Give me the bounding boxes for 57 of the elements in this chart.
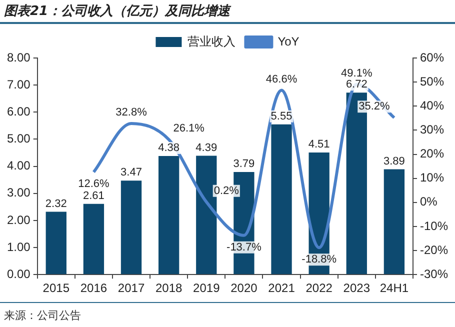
y2-tick-label: 10% xyxy=(420,170,444,185)
bar xyxy=(83,204,104,274)
y-tick-label: 0.00 xyxy=(6,266,31,281)
data-label: 2.61 xyxy=(82,190,104,202)
y-tick-label: 8.00 xyxy=(6,50,31,64)
x-tick-label: 2016 xyxy=(80,281,108,296)
legend-label: YoY xyxy=(278,34,300,48)
data-label: 35.2% xyxy=(358,100,390,113)
y2-tick-label: -30% xyxy=(420,266,448,281)
data-label: 4.38 xyxy=(158,142,180,154)
data-label: 4.39 xyxy=(196,142,218,154)
data-label: 46.6% xyxy=(266,73,298,86)
y-tick-label: 4.00 xyxy=(6,158,31,173)
y-tick-label: 7.00 xyxy=(6,77,31,92)
y2-tick-label: 30% xyxy=(420,122,444,137)
data-label: 3.89 xyxy=(383,155,405,168)
y-tick-label: 6.00 xyxy=(6,104,31,118)
bar xyxy=(46,212,66,274)
data-label: 4.51 xyxy=(308,138,330,151)
bar xyxy=(158,156,180,274)
x-tick-label: 2015 xyxy=(42,281,70,296)
y2-tick-label: 40% xyxy=(420,98,444,112)
x-tick-label: 2019 xyxy=(193,281,220,296)
data-label: 32.8% xyxy=(116,106,148,118)
bar xyxy=(384,169,405,274)
data-label: 3.47 xyxy=(120,166,142,179)
data-label: 3.79 xyxy=(233,158,255,170)
x-tick-label: 24H1 xyxy=(380,281,409,296)
x-tick-label: 2017 xyxy=(118,281,145,296)
y2-tick-label: 20% xyxy=(420,146,444,161)
y-tick-label: 5.00 xyxy=(6,132,31,146)
data-label: -13.7% xyxy=(226,241,262,254)
y-tick-label: 2.00 xyxy=(6,212,31,227)
y2-tick-label: 50% xyxy=(420,74,444,88)
data-label: 0.2% xyxy=(214,184,240,197)
x-tick-label: 2021 xyxy=(268,281,296,296)
source-note: 来源：公司公告 xyxy=(4,308,81,323)
y2-tick-label: 0% xyxy=(420,194,438,209)
bar xyxy=(120,180,142,274)
y2-tick-label: -20% xyxy=(420,242,448,257)
x-tick-label: 2020 xyxy=(230,281,258,296)
data-label: 49.1% xyxy=(341,67,372,80)
data-label: 5.55 xyxy=(270,110,292,122)
chart-title: 图表21：公司收入（亿元）及同比增速 xyxy=(4,2,230,20)
y-tick-label: 3.00 xyxy=(6,186,31,200)
y-tick-label: 1.00 xyxy=(6,240,31,254)
y2-tick-label: -10% xyxy=(420,218,448,233)
x-tick-label: 2022 xyxy=(306,281,333,296)
data-label: -18.8% xyxy=(302,254,337,266)
x-tick-label: 2023 xyxy=(343,281,370,296)
data-label: 12.6% xyxy=(78,178,110,190)
y2-tick-label: 60% xyxy=(420,50,444,64)
data-label: 26.1% xyxy=(173,122,205,135)
legend-label: 营业收入 xyxy=(188,34,236,48)
bar xyxy=(271,124,292,274)
x-tick-label: 2018 xyxy=(155,281,182,296)
data-label: 2.32 xyxy=(45,198,67,210)
